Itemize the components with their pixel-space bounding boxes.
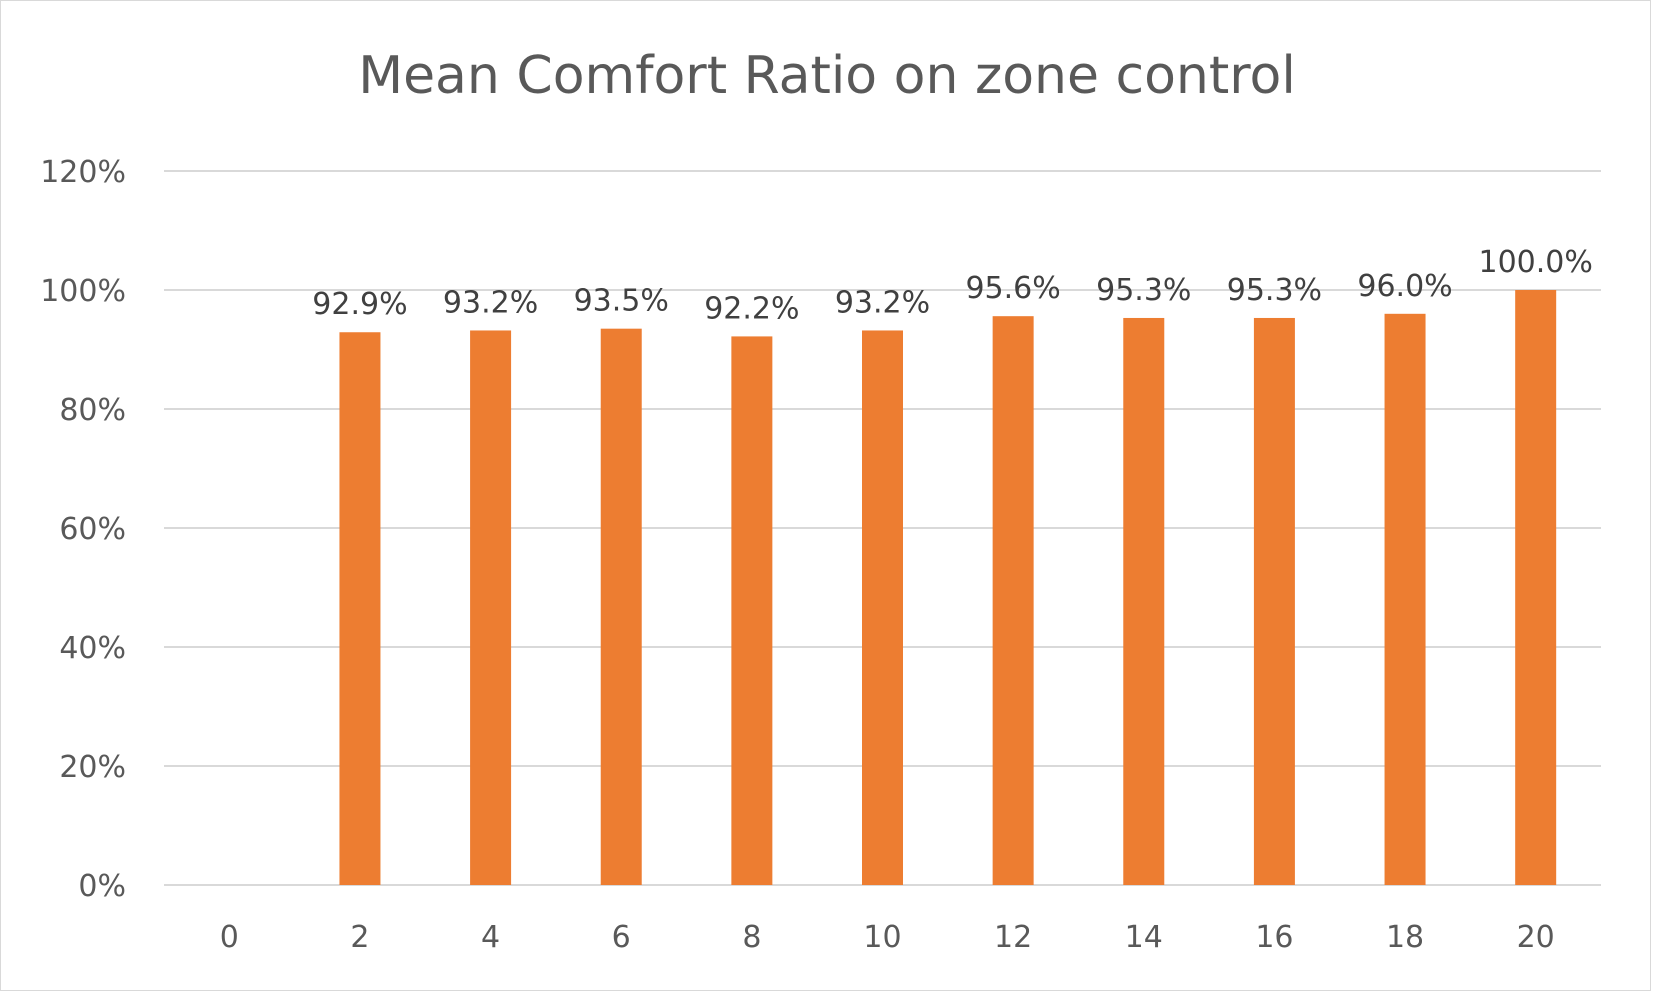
y-tick-label: 20% — [59, 750, 126, 785]
x-tick-label: 0 — [220, 920, 239, 955]
y-tick-label: 100% — [40, 274, 126, 309]
x-tick-label: 18 — [1386, 920, 1424, 955]
bar — [1384, 313, 1426, 885]
x-tick-label: 12 — [994, 920, 1032, 955]
x-tick-label: 10 — [863, 920, 901, 955]
x-tick-label: 6 — [612, 920, 631, 955]
chart-title: Mean Comfort Ratio on zone control — [358, 46, 1296, 106]
bar — [339, 332, 381, 885]
bar — [731, 336, 773, 885]
y-axis-ticks: 0% 20% 40% 60% 80% 100% 120% — [40, 155, 126, 904]
y-tick-label: 40% — [59, 631, 126, 666]
y-tick-label: 80% — [59, 393, 126, 428]
x-tick-label: 2 — [350, 920, 369, 955]
data-label: 96.0% — [1357, 269, 1452, 304]
data-label: 93.5% — [574, 284, 669, 319]
bar — [600, 328, 642, 885]
data-label: 95.3% — [1096, 273, 1191, 308]
data-label: 95.6% — [965, 271, 1060, 306]
data-label: 93.2% — [835, 285, 930, 320]
y-tick-label: 60% — [59, 512, 126, 547]
y-tick-label: 120% — [40, 155, 126, 190]
bar — [470, 330, 512, 886]
data-label: 100.0% — [1478, 245, 1592, 280]
bar — [1253, 317, 1295, 886]
x-tick-label: 16 — [1255, 920, 1293, 955]
x-tick-label: 4 — [481, 920, 500, 955]
x-tick-label: 8 — [742, 920, 761, 955]
data-label: 93.2% — [443, 285, 538, 320]
x-tick-label: 20 — [1517, 920, 1555, 955]
x-tick-label: 14 — [1125, 920, 1163, 955]
bar — [1515, 290, 1557, 885]
bar — [1123, 317, 1165, 886]
data-label: 95.3% — [1227, 273, 1322, 308]
bar — [992, 316, 1034, 885]
bar — [862, 330, 903, 886]
data-labels: 92.9% 93.2% 93.5% 92.2% 93.2% 95.6% 95.3% 95.3%… — [312, 245, 1593, 326]
data-label: 92.2% — [704, 291, 799, 326]
bars — [339, 290, 1557, 886]
y-tick-label: 0% — [78, 869, 126, 904]
data-label: 92.9% — [312, 287, 407, 322]
x-axis-ticks: 0 2 4 6 8 10 12 14 16 18 20 — [220, 920, 1555, 955]
